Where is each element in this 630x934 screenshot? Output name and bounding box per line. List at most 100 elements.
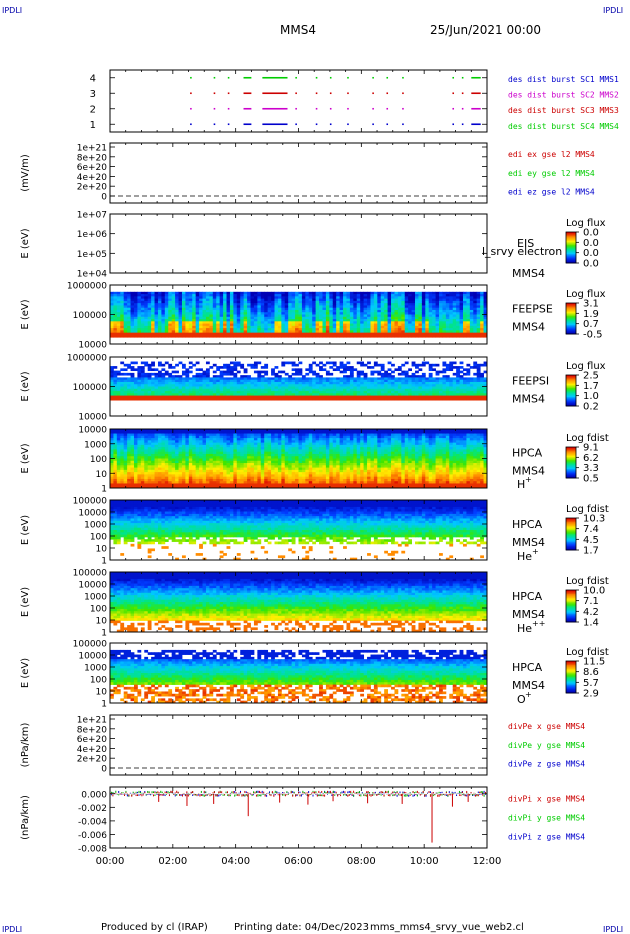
spectrogram-cell-feepse [421, 305, 426, 309]
spectrogram-cell-feepse [202, 303, 207, 306]
spectrogram-cell-feepse [469, 312, 474, 315]
burst-interval-sc2 [461, 107, 464, 110]
spectrogram-cell-feepse [250, 321, 255, 324]
spectrogram-cell-feepsi [336, 386, 341, 390]
spectrogram-cell-feepse [243, 314, 248, 318]
spectrogram-cell-feepsi [147, 391, 152, 394]
instrument-label-feepsi: FEEPSI [512, 375, 549, 388]
spectrogram-cell-hpca_h [113, 478, 118, 482]
spectrogram-cell-feepsi [459, 386, 464, 390]
spectrogram-cell-feepse [432, 309, 436, 313]
spectrogram-cell-feepse [346, 334, 351, 338]
spectrogram-cell-feepsi [223, 363, 227, 367]
spectrogram-cell-feepse [137, 325, 142, 329]
spectrogram-cell-feepse [236, 291, 241, 295]
spectrogram-cell-feepse [469, 323, 474, 327]
colorbar-cell-eis [566, 247, 576, 250]
spectrogram-cell-feepse [336, 298, 341, 302]
spectrogram-cell-feepse [226, 316, 231, 320]
spectrogram-cell-hpca_h [205, 476, 210, 480]
spectrogram-cell-feepse [247, 314, 251, 318]
spectrogram-cell-feepse [229, 334, 234, 338]
spectrogram-cell-hpca_h [137, 444, 142, 448]
spectrogram-cell-hpca_h [113, 449, 118, 453]
spectrogram-cell-feepse [459, 309, 464, 313]
spectrogram-cell-feepse [442, 300, 447, 304]
spectrogram-cell-feepse [370, 316, 375, 320]
spectrogram-cell-feepse [229, 321, 234, 324]
spectrogram-cell-feepse [301, 303, 306, 306]
spectrogram-cell-feepse [367, 328, 371, 331]
spectrogram-cell-feepse [353, 291, 358, 295]
spectrogram-cell-feepse [216, 332, 221, 336]
colorbar-cell-eis [566, 253, 576, 256]
spectrogram-cell-feepse [397, 314, 402, 318]
spectrogram-cell-feepse [110, 316, 114, 320]
spectrogram-cell-feepse [130, 328, 135, 331]
spectrogram-cell-feepsi [192, 379, 197, 383]
spectrogram-cell-feepse [466, 328, 471, 331]
spectrogram-cell-feepsi [415, 391, 419, 394]
spectrogram-cell-feepsi [195, 381, 200, 385]
spectrogram-cell-feepsi [428, 384, 433, 387]
spectrogram-cell-feepsi [151, 393, 155, 396]
spectrogram-cell-hpca_h [123, 483, 128, 487]
spectrogram-cell-feepsi [202, 388, 207, 392]
spectrogram-cell-feepse [432, 305, 436, 309]
spectrogram-cell-feepse [315, 330, 320, 334]
spectrogram-cell-feepsi [459, 388, 464, 392]
spectrogram-cell-feepse [147, 316, 152, 320]
spectrogram-cell-feepse [209, 316, 214, 320]
spectrogram-cell-feepse [113, 319, 118, 322]
spectrogram-cell-feepsi [404, 370, 409, 374]
spectrogram-cell-hpca_h [192, 431, 197, 434]
spectrogram-cell-feepsi [271, 384, 275, 387]
spectrogram-cell-feepse [223, 319, 227, 322]
spectrogram-cell-feepse [240, 296, 245, 300]
spectrogram-cell-feepse [192, 294, 197, 297]
spectrogram-cell-feepse [250, 303, 255, 306]
spectrogram-cell-feepse [449, 319, 454, 322]
colorbar-cell-feepsi [566, 384, 576, 386]
spectrogram-cell-feepse [425, 309, 430, 313]
spectrogram-cell-feepse [370, 296, 375, 300]
burst-interval-sc4 [190, 76, 192, 79]
spectrogram-cell-feepsi [216, 393, 221, 396]
spectrogram-cell-feepse [305, 300, 310, 304]
spectrogram-cell-feepsi [260, 395, 265, 399]
spectrogram-cell-feepsi [397, 388, 402, 392]
spectrogram-cell-feepsi [380, 386, 385, 390]
spectrogram-cell-feepse [233, 330, 238, 334]
spectrogram-cell-feepse [192, 325, 197, 329]
spectrogram-cell-feepse [199, 294, 203, 297]
spectrogram-cell-hpca_h [164, 431, 169, 434]
spectrogram-cell-feepsi [384, 377, 389, 381]
spectrogram-cell-feepse [343, 305, 347, 309]
spectrogram-cell-feepse [151, 296, 155, 300]
spectrogram-cell-feepse [463, 307, 467, 311]
spectrogram-cell-feepse [185, 319, 190, 322]
burst-interval-sc4 [471, 76, 481, 79]
spectrogram-cell-feepse [229, 325, 234, 329]
spectrogram-cell-hpca_h [130, 478, 135, 482]
spectrogram-cell-feepse [243, 305, 248, 309]
spectrogram-cell-feepse [223, 334, 227, 338]
spectrogram-cell-feepse [271, 314, 275, 318]
spectrogram-cell-feepse [157, 323, 162, 327]
spectrogram-cell-hpca_h [113, 431, 118, 434]
spectrogram-cell-feepse [356, 319, 361, 322]
spectrogram-cell-feepsi [456, 384, 460, 387]
spectrogram-cell-hpca_h [110, 435, 114, 439]
spectrogram-cell-hpca_h [154, 469, 159, 473]
spectrogram-cell-feepse [120, 323, 125, 327]
spectrogram-cell-feepse [418, 303, 423, 306]
spectrogram-cell-feepse [439, 321, 443, 324]
spectrogram-cell-feepse [401, 298, 406, 302]
spectrogram-cell-feepsi [384, 391, 389, 394]
spectrogram-cell-feepse [349, 309, 354, 313]
spectrogram-cell-hpca_h [202, 467, 207, 471]
legend-edi-1: edi ey gse l2 MMS4 [508, 169, 595, 178]
spectrogram-cell-feepsi [157, 384, 162, 387]
spectrogram-cell-feepsi [370, 370, 375, 374]
spectrogram-cell-feepse [387, 309, 392, 313]
